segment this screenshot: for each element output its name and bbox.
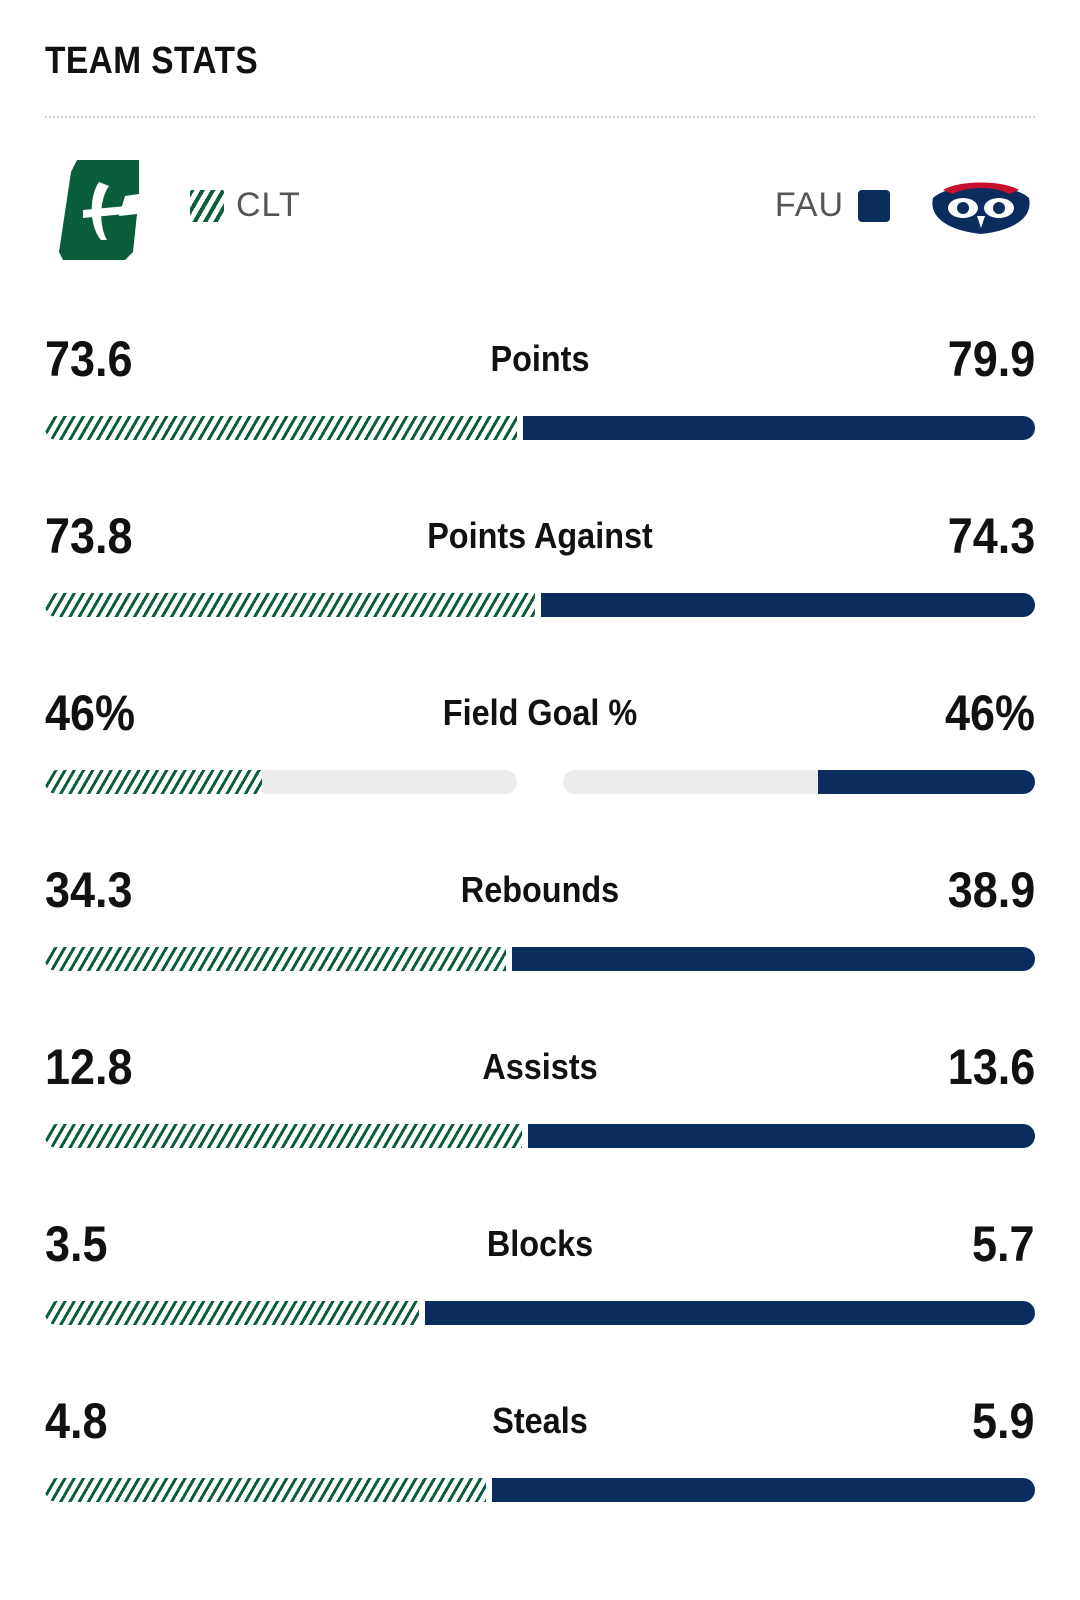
stat-row: 3.5 Blocks 5.7 <box>45 1215 1035 1335</box>
stat-row: 12.8 Assists 13.6 <box>45 1038 1035 1158</box>
stat-bar-right-fill <box>425 1301 1035 1325</box>
stat-comparison-bar <box>45 1124 1035 1148</box>
stat-bar-left-fill <box>45 416 517 440</box>
charlotte-c-logo-icon <box>59 160 139 260</box>
stat-label: Steals <box>492 1400 588 1441</box>
legend-left: CLT <box>190 186 301 225</box>
stat-label: Blocks <box>486 1223 594 1264</box>
stat-bar-right-fill <box>512 947 1035 971</box>
legend-right-label: FAU <box>774 186 844 224</box>
stat-bar-right-fill <box>818 770 1035 794</box>
fau-owl-logo-icon <box>932 182 1030 234</box>
stat-value-left: 12.8 <box>45 1039 133 1095</box>
stat-comparison-bar <box>45 1301 1035 1325</box>
stat-bar-left-fill <box>45 593 535 617</box>
stat-bar-right-fill <box>523 416 1035 440</box>
stat-label: Points Against <box>427 515 653 556</box>
section-title: TEAM STATS <box>45 40 259 82</box>
fau-legend-swatch <box>858 189 890 222</box>
stat-bar-right-fill <box>528 1124 1035 1148</box>
stat-value-right: 5.7 <box>972 1216 1035 1272</box>
stat-comparison-bar <box>45 416 1035 440</box>
stat-row: 73.6 Points 79.9 <box>45 330 1035 450</box>
stat-row: 4.8 Steals 5.9 <box>45 1392 1035 1512</box>
stat-row: 34.3 Rebounds 38.9 <box>45 861 1035 981</box>
stat-row: 73.8 Points Against 74.3 <box>45 507 1035 627</box>
stat-value-left: 73.8 <box>45 508 133 564</box>
stat-value-right: 46% <box>944 685 1035 741</box>
stat-row: 46% Field Goal % 46% <box>45 684 1035 804</box>
stat-label: Field Goal % <box>442 692 638 733</box>
stat-comparison-bar <box>45 593 1035 617</box>
stat-bar-left-fill <box>45 1124 522 1148</box>
stat-comparison-bar <box>45 1478 1035 1502</box>
stat-bar-right-fill <box>492 1478 1035 1502</box>
legend-left-label: CLT <box>236 186 301 224</box>
legend-right: FAU <box>775 186 890 225</box>
stat-label: Rebounds <box>460 869 620 910</box>
stat-label: Assists <box>482 1046 598 1087</box>
stat-comparison-bar <box>45 770 1035 794</box>
stat-value-right: 74.3 <box>947 508 1035 564</box>
stat-comparison-bar <box>45 947 1035 971</box>
stat-bar-left-fill <box>45 770 262 794</box>
stat-value-right: 13.6 <box>947 1039 1035 1095</box>
stat-value-left: 3.5 <box>45 1216 108 1272</box>
stat-bar-left-fill <box>45 947 506 971</box>
stat-value-right: 5.9 <box>972 1393 1035 1449</box>
stat-bar-right-fill <box>541 593 1035 617</box>
stat-value-left: 46% <box>45 685 136 741</box>
stat-bar-left-fill <box>45 1301 419 1325</box>
header-divider <box>45 116 1035 118</box>
stat-value-left: 73.6 <box>45 331 133 387</box>
stat-value-right: 79.9 <box>947 331 1035 387</box>
team-legend-row: CLT FAU <box>45 150 1035 265</box>
stat-value-left: 34.3 <box>45 862 133 918</box>
clt-legend-swatch <box>190 189 224 222</box>
stat-value-right: 38.9 <box>947 862 1035 918</box>
stat-value-left: 4.8 <box>45 1393 108 1449</box>
stat-bar-left-fill <box>45 1478 486 1502</box>
stat-label: Points <box>490 338 590 379</box>
